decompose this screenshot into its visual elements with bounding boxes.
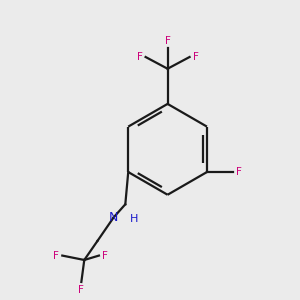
Text: F: F	[193, 52, 198, 62]
Text: F: F	[53, 250, 59, 261]
Text: F: F	[137, 52, 143, 62]
Text: F: F	[78, 285, 84, 295]
Text: F: F	[165, 36, 170, 46]
Text: F: F	[236, 167, 242, 177]
Text: F: F	[102, 250, 108, 261]
Text: H: H	[130, 214, 138, 224]
Text: N: N	[109, 211, 118, 224]
